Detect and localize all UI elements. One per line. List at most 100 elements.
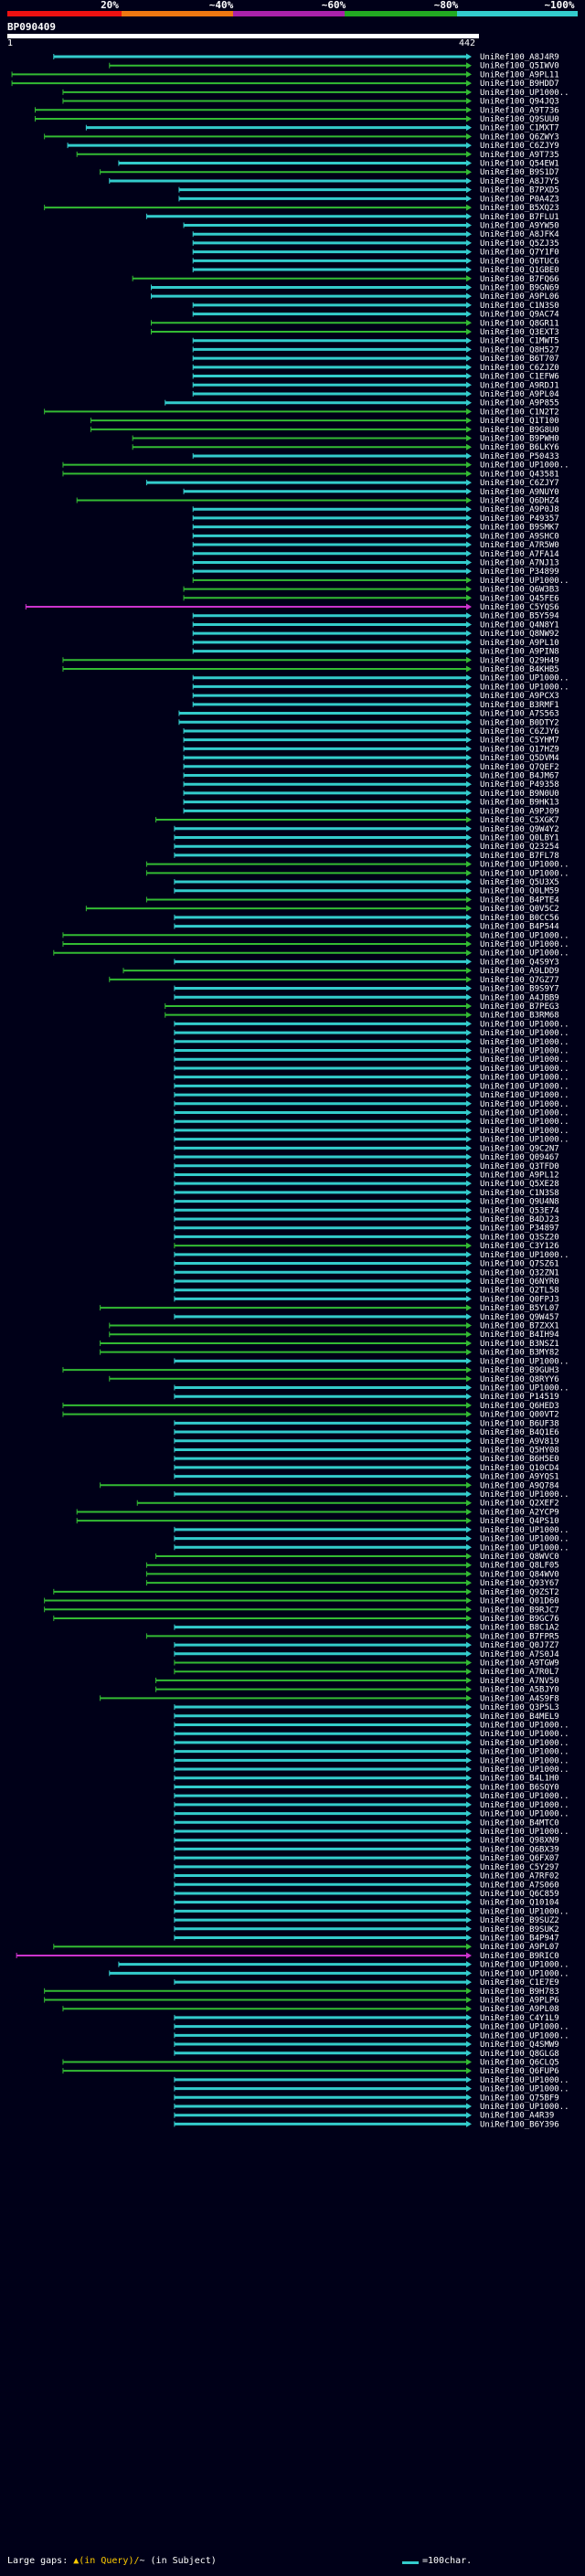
hit-label[interactable]: UniRef100_A9P855 xyxy=(480,399,559,408)
hit-label[interactable]: UniRef100_Q84WV0 xyxy=(480,1570,559,1579)
hit-label[interactable]: UniRef100_Q8GLG8 xyxy=(480,2050,559,2059)
hit-row[interactable]: UniRef100_A9TGW9 xyxy=(174,1659,559,1669)
hit-row[interactable]: UniRef100_B4DJ23 xyxy=(174,1215,559,1224)
hit-label[interactable]: UniRef100_UP1000.. xyxy=(480,1127,569,1136)
hit-label[interactable]: UniRef100_B4PTE4 xyxy=(480,896,559,905)
hit-row[interactable]: UniRef100_Q4S9Y3 xyxy=(174,958,559,967)
hit-label[interactable]: UniRef100_UP1000.. xyxy=(480,89,569,98)
hit-row[interactable]: UniRef100_B5Y594 xyxy=(192,612,559,621)
hit-row[interactable]: UniRef100_B3NSZ1 xyxy=(100,1340,559,1349)
hit-label[interactable]: UniRef100_UP1000.. xyxy=(480,869,569,878)
hit-row[interactable]: UniRef100_Q6TUC6 xyxy=(192,257,559,266)
hit-row[interactable]: UniRef100_C1MXT7 xyxy=(85,124,559,133)
hit-label[interactable]: UniRef100_UP1000.. xyxy=(480,1065,569,1074)
hit-label[interactable]: UniRef100_B9SUK2 xyxy=(480,1925,559,1935)
hit-row[interactable]: UniRef100_C1N3S0 xyxy=(192,302,559,311)
hit-row[interactable]: UniRef100_A7NV50 xyxy=(155,1677,559,1686)
hit-label[interactable]: UniRef100_UP1000.. xyxy=(480,949,569,959)
hit-label[interactable]: UniRef100_Q54EW1 xyxy=(480,160,559,169)
hit-label[interactable]: UniRef100_C5YQS6 xyxy=(480,603,559,612)
hit-label[interactable]: UniRef100_UP1000.. xyxy=(480,1357,569,1366)
hit-label[interactable]: UniRef100_Q94JQ3 xyxy=(480,98,559,107)
hit-row[interactable]: UniRef100_Q0J7Z7 xyxy=(174,1641,559,1650)
hit-label[interactable]: UniRef100_UP1000.. xyxy=(480,1961,569,1970)
hit-label[interactable]: UniRef100_Q01D60 xyxy=(480,1597,559,1606)
hit-label[interactable]: UniRef100_Q6BX39 xyxy=(480,1845,559,1854)
hit-row[interactable]: UniRef100_Q6DHZ4 xyxy=(76,497,559,506)
hit-label[interactable]: UniRef100_C5Y297 xyxy=(480,1863,559,1872)
hit-label[interactable]: UniRef100_A7S563 xyxy=(480,710,559,719)
hit-row[interactable]: UniRef100_P34897 xyxy=(174,1224,559,1234)
hit-row[interactable]: UniRef100_Q8LF05 xyxy=(145,1562,559,1571)
hit-row[interactable]: UniRef100_A9PL11 xyxy=(11,70,559,80)
hit-label[interactable]: UniRef100_A9V819 xyxy=(480,1437,559,1447)
hit-row[interactable]: UniRef100_B9GC76 xyxy=(53,1615,559,1624)
hit-label[interactable]: UniRef100_C1N2T2 xyxy=(480,408,559,417)
hit-row[interactable]: UniRef100_B5YL07 xyxy=(100,1304,559,1313)
hit-label[interactable]: UniRef100_Q5HY08 xyxy=(480,1446,559,1455)
hit-row[interactable]: UniRef100_UP1000.. xyxy=(174,1490,569,1500)
hit-label[interactable]: UniRef100_B6SQY0 xyxy=(480,1783,559,1792)
hit-label[interactable]: UniRef100_UP1000.. xyxy=(480,1535,569,1544)
hit-label[interactable]: UniRef100_B9GC76 xyxy=(480,1615,559,1624)
hit-row[interactable]: UniRef100_UP1000.. xyxy=(62,89,569,98)
hit-row[interactable]: UniRef100_UP1000.. xyxy=(174,1118,569,1127)
hit-row[interactable]: UniRef100_UP1000.. xyxy=(174,1029,569,1038)
hit-row[interactable]: UniRef100_C3Y126 xyxy=(174,1242,559,1251)
hit-row[interactable]: UniRef100_Q1T100 xyxy=(90,417,559,426)
hit-row[interactable]: UniRef100_B9GN69 xyxy=(150,283,559,292)
hit-row[interactable]: UniRef100_A9Q784 xyxy=(100,1481,559,1490)
hit-row[interactable]: UniRef100_B9N0U0 xyxy=(183,790,559,799)
hit-row[interactable]: UniRef100_UP1000.. xyxy=(174,1543,569,1553)
hit-label[interactable]: UniRef100_UP1000.. xyxy=(480,1108,569,1118)
hit-label[interactable]: UniRef100_A9PL10 xyxy=(480,639,559,648)
hit-label[interactable]: UniRef100_Q9C2N7 xyxy=(480,1144,559,1153)
hit-label[interactable]: UniRef100_Q9ZST2 xyxy=(480,1588,559,1597)
hit-row[interactable]: UniRef100_A8JFK4 xyxy=(192,230,559,239)
hit-label[interactable]: UniRef100_B3NSZ1 xyxy=(480,1340,559,1349)
hit-label[interactable]: UniRef100_UP1000.. xyxy=(480,2076,569,2085)
hit-row[interactable]: UniRef100_UP1000.. xyxy=(192,577,569,586)
hit-row[interactable]: UniRef100_C5XGK7 xyxy=(155,816,559,825)
hit-row[interactable]: UniRef100_B4MTC0 xyxy=(174,1818,559,1828)
hit-label[interactable]: UniRef100_UP1000.. xyxy=(480,1730,569,1739)
hit-row[interactable]: UniRef100_C1EFW6 xyxy=(192,373,559,382)
hit-label[interactable]: UniRef100_Q9W4Y2 xyxy=(480,825,559,834)
hit-row[interactable]: UniRef100_UP1000.. xyxy=(174,1907,569,1916)
hit-label[interactable]: UniRef100_A7S060 xyxy=(480,1881,559,1890)
hit-row[interactable]: UniRef100_B9RJC7 xyxy=(44,1606,559,1615)
hit-row[interactable]: UniRef100_Q8WVC0 xyxy=(155,1553,559,1562)
hit-label[interactable]: UniRef100_A9YW50 xyxy=(480,221,559,230)
hit-label[interactable]: UniRef100_C3Y126 xyxy=(480,1242,559,1251)
hit-label[interactable]: UniRef100_C1MXT7 xyxy=(480,124,559,133)
hit-row[interactable]: UniRef100_UP1000.. xyxy=(174,1739,569,1748)
hit-label[interactable]: UniRef100_B4MEL9 xyxy=(480,1712,559,1722)
hit-label[interactable]: UniRef100_A5BJY0 xyxy=(480,1686,559,1695)
hit-label[interactable]: UniRef100_P49358 xyxy=(480,780,559,790)
hit-label[interactable]: UniRef100_B8C1A2 xyxy=(480,1624,559,1633)
hit-row[interactable]: UniRef100_A9NUY0 xyxy=(183,488,559,497)
hit-label[interactable]: UniRef100_C6ZJZ0 xyxy=(480,364,559,373)
hit-row[interactable]: UniRef100_A7R5W0 xyxy=(192,541,559,550)
hit-label[interactable]: UniRef100_Q3SZ20 xyxy=(480,1233,559,1242)
hit-row[interactable]: UniRef100_A9PLP6 xyxy=(44,1996,559,2005)
hit-label[interactable]: UniRef100_Q0LBY1 xyxy=(480,833,559,843)
hit-label[interactable]: UniRef100_A7FA14 xyxy=(480,550,559,559)
hit-row[interactable]: UniRef100_UP1000.. xyxy=(174,2103,569,2112)
hit-label[interactable]: UniRef100_UP1000.. xyxy=(480,1810,569,1819)
hit-row[interactable]: UniRef100_UP1000.. xyxy=(145,861,569,870)
hit-label[interactable]: UniRef100_Q8LF05 xyxy=(480,1562,559,1571)
hit-row[interactable]: UniRef100_B6H5E0 xyxy=(174,1455,559,1464)
hit-label[interactable]: UniRef100_B5YL07 xyxy=(480,1304,559,1313)
hit-label[interactable]: UniRef100_A9P0J8 xyxy=(480,505,559,514)
hit-row[interactable]: UniRef100_B4P947 xyxy=(174,1935,559,1944)
hit-row[interactable]: UniRef100_B7PEG3 xyxy=(165,1002,559,1012)
hit-row[interactable]: UniRef100_UP1000.. xyxy=(174,1136,569,1145)
hit-row[interactable]: UniRef100_A2YCP9 xyxy=(76,1508,559,1517)
hit-row[interactable]: UniRef100_A5BJY0 xyxy=(155,1686,559,1695)
hit-label[interactable]: UniRef100_B3MY82 xyxy=(480,1349,559,1358)
hit-label[interactable]: UniRef100_Q1T100 xyxy=(480,417,559,426)
hit-row[interactable]: UniRef100_Q93Y67 xyxy=(145,1579,559,1588)
hit-row[interactable]: UniRef100_B4PTE4 xyxy=(145,896,559,905)
hit-label[interactable]: UniRef100_B7FPR5 xyxy=(480,1632,559,1641)
